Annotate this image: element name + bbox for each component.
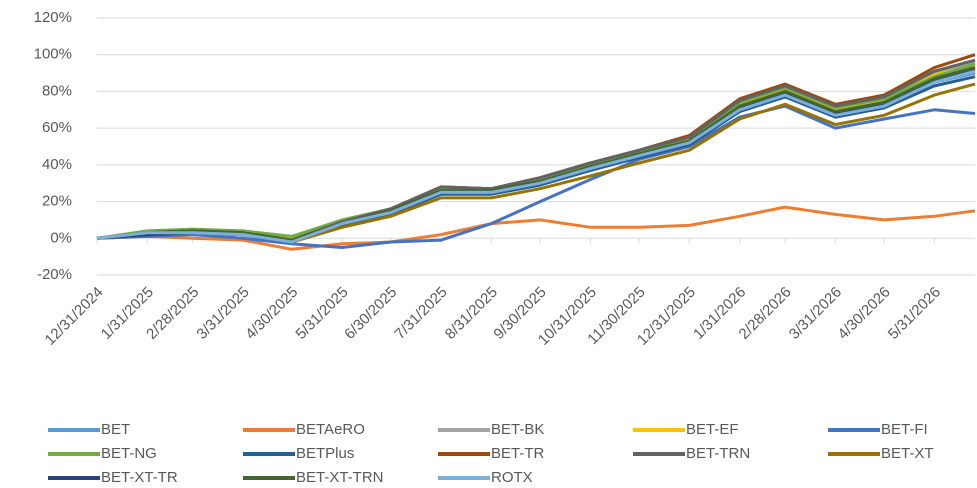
legend-label: BET-TR — [491, 445, 545, 462]
legend-label: ROTX — [491, 469, 533, 486]
x-tick-label: 4/30/2025 — [242, 284, 301, 343]
legend-label: BET-XT — [881, 445, 934, 462]
legend-label: BETPlus — [296, 445, 354, 462]
x-tick-label: 3/31/2025 — [193, 284, 252, 343]
y-tick-label: 80% — [42, 82, 72, 99]
legend-label: BET-NG — [101, 445, 157, 462]
series-line — [96, 66, 976, 242]
legend-label: BET-TRN — [686, 445, 750, 462]
series-line — [96, 205, 976, 251]
legend-label: BET-EF — [686, 421, 739, 438]
x-tick-label: 8/31/2025 — [442, 284, 501, 343]
legend-label: BETAeRO — [296, 421, 365, 438]
y-tick-label: 100% — [34, 46, 72, 63]
x-tick-label: 12/31/2024 — [42, 284, 107, 349]
y-tick-label: 20% — [42, 193, 72, 210]
x-tick-label: 7/31/2025 — [391, 284, 450, 343]
y-tick-label: -20% — [37, 266, 72, 283]
legend-label: BET-BK — [491, 421, 544, 438]
legend-label: BET — [101, 421, 130, 438]
legend-label: BET-XT-TR — [101, 469, 178, 486]
legend-label: BET-FI — [881, 421, 928, 438]
series-line — [96, 69, 976, 244]
x-tick-label: 5/31/2026 — [885, 284, 944, 343]
legend-label: BET-XT-TRN — [296, 469, 384, 486]
series-line — [96, 104, 976, 249]
x-tick-label: 4/30/2026 — [835, 284, 894, 343]
x-tick-label: 5/31/2025 — [292, 284, 351, 343]
series-line — [96, 58, 976, 242]
y-tick-label: 0% — [50, 229, 72, 246]
y-tick-label: 40% — [42, 156, 72, 173]
series-line — [96, 62, 976, 240]
series-line — [96, 53, 976, 242]
x-tick-label: 3/31/2026 — [786, 284, 845, 343]
y-tick-label: 120% — [34, 9, 72, 26]
series-line — [96, 60, 976, 240]
y-tick-label: 60% — [42, 119, 72, 136]
x-tick-label: 6/30/2025 — [341, 284, 400, 343]
